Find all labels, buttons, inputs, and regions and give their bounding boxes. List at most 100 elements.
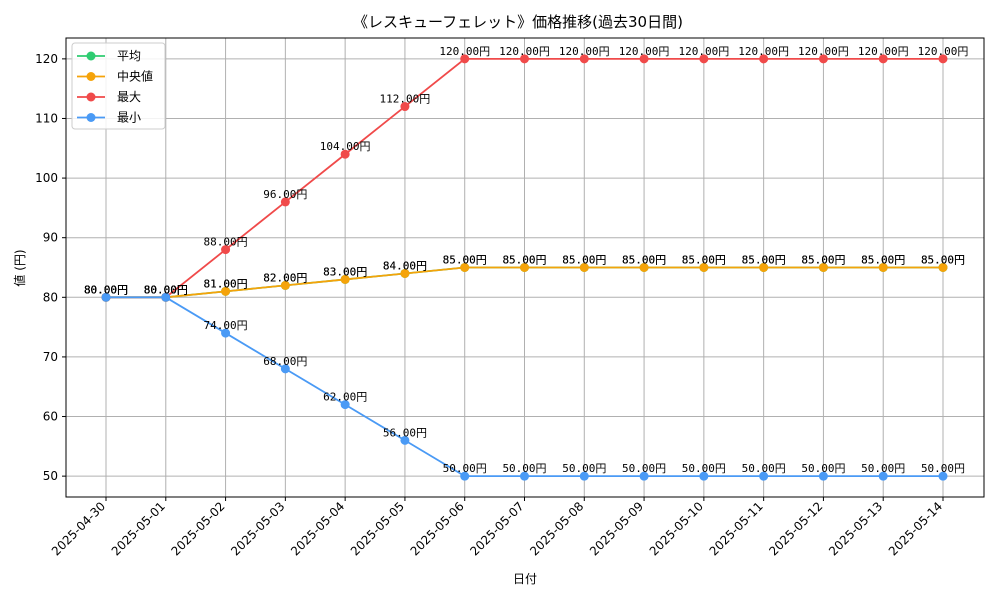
data-label: 85.00円 bbox=[622, 254, 666, 267]
data-point bbox=[818, 263, 828, 272]
legend-marker bbox=[86, 72, 96, 81]
data-point bbox=[818, 54, 828, 64]
data-label: 120.00円 bbox=[858, 45, 909, 58]
x-tick-label: 2025-05-04 bbox=[288, 499, 347, 558]
data-label: 50.00円 bbox=[921, 462, 965, 475]
y-tick-label: 80 bbox=[43, 290, 58, 304]
x-tick-label: 2025-05-11 bbox=[707, 499, 766, 558]
x-tick-label: 2025-05-08 bbox=[527, 499, 586, 558]
data-label: 50.00円 bbox=[562, 462, 606, 475]
y-tick-label: 100 bbox=[35, 171, 58, 185]
data-label: 80.00円 bbox=[84, 283, 128, 296]
x-tick-label: 2025-05-13 bbox=[826, 499, 885, 558]
data-point bbox=[101, 292, 111, 302]
data-label: 85.00円 bbox=[742, 254, 786, 267]
data-point bbox=[400, 102, 410, 112]
data-label: 120.00円 bbox=[738, 45, 789, 58]
data-label: 80.00円 bbox=[144, 283, 188, 296]
data-label: 85.00円 bbox=[861, 254, 905, 267]
x-tick-label: 2025-05-10 bbox=[647, 499, 706, 558]
data-label: 120.00円 bbox=[559, 45, 610, 58]
x-tick-label: 2025-05-06 bbox=[408, 499, 467, 558]
data-label: 120.00円 bbox=[499, 45, 550, 58]
data-label: 85.00円 bbox=[443, 254, 487, 267]
data-label: 85.00円 bbox=[921, 254, 965, 267]
data-label: 85.00円 bbox=[562, 254, 606, 267]
data-point bbox=[938, 263, 948, 272]
data-point bbox=[878, 263, 888, 272]
data-label: 120.00円 bbox=[678, 45, 729, 58]
data-label: 85.00円 bbox=[502, 254, 546, 267]
data-label: 85.00円 bbox=[502, 254, 546, 267]
data-label: 120.00円 bbox=[798, 45, 849, 58]
data-point bbox=[818, 471, 828, 481]
data-point bbox=[878, 54, 888, 64]
data-label: 80.00円 bbox=[144, 283, 188, 296]
data-label: 80.00円 bbox=[84, 283, 128, 296]
legend-label: 最大 bbox=[117, 90, 141, 104]
data-label: 85.00円 bbox=[622, 254, 666, 267]
legend-marker bbox=[86, 92, 96, 102]
data-point bbox=[280, 197, 290, 207]
data-point bbox=[878, 471, 888, 481]
data-label: 82.00円 bbox=[263, 271, 307, 284]
data-point bbox=[221, 245, 231, 255]
data-point bbox=[340, 274, 350, 284]
data-label: 83.00円 bbox=[323, 265, 367, 278]
data-label: 112.00円 bbox=[380, 93, 431, 106]
data-label: 81.00円 bbox=[204, 277, 248, 290]
data-label: 81.00円 bbox=[204, 277, 248, 290]
data-label: 104.00円 bbox=[320, 140, 371, 153]
y-tick-label: 60 bbox=[43, 410, 58, 424]
data-label: 85.00円 bbox=[861, 254, 905, 267]
data-label: 85.00円 bbox=[801, 254, 845, 267]
data-label: 56.00円 bbox=[383, 426, 427, 439]
x-tick-label: 2025-05-12 bbox=[766, 499, 825, 558]
legend-box bbox=[71, 42, 166, 130]
legend-label: 最小 bbox=[117, 111, 141, 125]
x-tick-label: 2025-05-14 bbox=[886, 499, 945, 558]
chart-title: 《レスキューフェレット》価格推移(過去30日間) bbox=[353, 13, 683, 31]
data-point bbox=[280, 280, 290, 290]
data-label: 85.00円 bbox=[562, 254, 606, 267]
data-label: 85.00円 bbox=[682, 254, 726, 267]
data-label: 68.00円 bbox=[263, 355, 307, 368]
data-label: 85.00円 bbox=[801, 254, 845, 267]
x-tick-label: 2025-05-03 bbox=[228, 499, 287, 558]
data-label: 85.00円 bbox=[742, 254, 786, 267]
data-point bbox=[520, 263, 529, 272]
y-tick-label: 70 bbox=[43, 350, 58, 364]
data-label: 85.00円 bbox=[921, 254, 965, 267]
data-label: 50.00円 bbox=[682, 462, 726, 475]
data-point bbox=[221, 286, 231, 296]
data-label-layer: 80.00円 80.00円 81.00円 82.00円 83.00円 84.00円 85.0… bbox=[84, 45, 968, 475]
data-point bbox=[938, 471, 948, 481]
x-tick-label: 2025-05-05 bbox=[348, 499, 407, 558]
data-point bbox=[221, 328, 231, 338]
y-tick-label: 50 bbox=[43, 469, 58, 483]
data-point bbox=[520, 471, 529, 481]
data-point bbox=[759, 263, 769, 272]
x-tick-label: 2025-05-02 bbox=[168, 499, 227, 558]
data-label: 50.00円 bbox=[443, 462, 487, 475]
y-tick-label: 90 bbox=[43, 231, 58, 245]
data-label: 84.00円 bbox=[383, 259, 427, 272]
data-label: 84.00円 bbox=[383, 259, 427, 272]
data-point bbox=[460, 263, 470, 272]
data-point bbox=[579, 54, 589, 64]
legend-marker bbox=[86, 51, 96, 61]
data-label: 50.00円 bbox=[502, 462, 546, 475]
data-point bbox=[699, 471, 709, 481]
legend-label: 中央値 bbox=[117, 69, 153, 84]
data-label: 80.00円 bbox=[84, 283, 128, 296]
data-label: 120.00円 bbox=[619, 45, 670, 58]
data-point bbox=[639, 471, 649, 481]
x-axis-label: 日付 bbox=[513, 572, 537, 586]
data-point bbox=[639, 54, 649, 64]
data-label: 85.00円 bbox=[682, 254, 726, 267]
data-label: 82.00円 bbox=[263, 271, 307, 284]
data-point bbox=[759, 471, 769, 481]
